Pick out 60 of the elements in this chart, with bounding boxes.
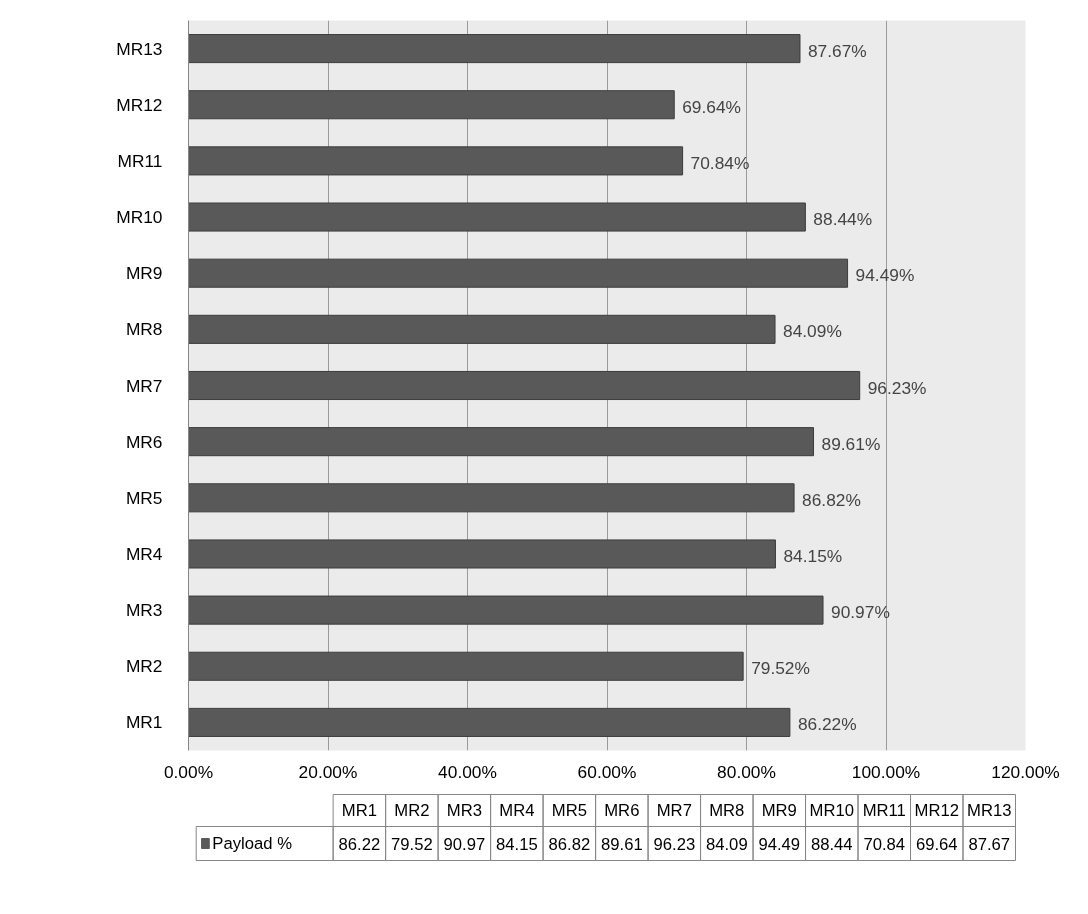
data-label: 94.49% [855, 265, 915, 286]
text: 87.67 [968, 834, 1011, 854]
y-tick-label: MR8 [125, 319, 163, 340]
category-label: MR10 [809, 801, 855, 820]
text: 86.22 [338, 834, 381, 854]
data-label: 79.52% [751, 658, 810, 679]
y-tick-label: MR5 [125, 487, 163, 508]
text: 88.44 [810, 834, 853, 854]
y-tick-label: MR2 [125, 656, 163, 677]
text: 70.84 [863, 834, 906, 854]
category-label: MR5 [551, 801, 587, 820]
y-tick-label: MR3 [125, 600, 163, 621]
data-label: 90.97% [831, 602, 890, 623]
category-label: MR4 [499, 801, 535, 820]
text: 89.61 [600, 834, 643, 854]
y-tick-label: MR9 [125, 263, 163, 284]
x-tick-label: 80.00% [717, 761, 776, 782]
category-label: MR2 [394, 801, 430, 820]
data-label: 70.84% [690, 152, 750, 173]
data-label: 86.82% [802, 489, 861, 510]
y-tick-label: MR13 [116, 38, 163, 59]
data-label: 69.64% [682, 96, 742, 117]
y-tick-label: MR6 [125, 431, 163, 452]
data-label: 86.22% [797, 714, 857, 735]
y-tick-label: MR7 [125, 375, 163, 396]
data-label: 96.23% [867, 377, 927, 398]
x-tick-label: 60.00% [577, 761, 637, 782]
text: 79.52 [391, 834, 433, 854]
y-tick-label: MR1 [125, 712, 163, 733]
legend-label: Payload % [212, 834, 293, 853]
category-label: MR13 [967, 801, 1012, 820]
y-tick-label: MR11 [117, 150, 163, 171]
x-tick-label: 100.00% [851, 761, 921, 782]
category-label: MR11 [862, 801, 906, 820]
y-tick-label: MR4 [125, 543, 163, 564]
x-tick-label: 20.00% [298, 761, 358, 782]
text: 84.15 [496, 834, 538, 854]
category-label: MR9 [761, 801, 797, 820]
category-label: MR8 [709, 801, 745, 820]
category-label: MR1 [341, 801, 377, 820]
category-label: MR6 [604, 801, 640, 820]
category-label: MR12 [914, 801, 959, 820]
data-label: 84.09% [783, 321, 842, 342]
x-tick-label: 120.00% [991, 761, 1060, 782]
text: 94.49 [758, 834, 801, 854]
data-label: 89.61% [821, 433, 881, 454]
data-label: 88.44% [813, 209, 873, 230]
y-tick-label: MR10 [116, 207, 163, 228]
category-label: MR3 [446, 801, 482, 820]
data-label: 84.15% [783, 545, 843, 566]
text: 90.97 [443, 834, 486, 854]
text: 96.23 [653, 834, 696, 854]
category-label: MR7 [656, 801, 692, 820]
y-tick-label: MR12 [116, 94, 163, 115]
text: 69.64 [915, 834, 958, 854]
text: 86.82 [548, 834, 591, 854]
text: 84.09 [705, 834, 748, 854]
x-tick-label: 0.00% [163, 761, 214, 782]
data-label: 87.67% [808, 40, 867, 61]
x-tick-label: 40.00% [438, 761, 497, 782]
